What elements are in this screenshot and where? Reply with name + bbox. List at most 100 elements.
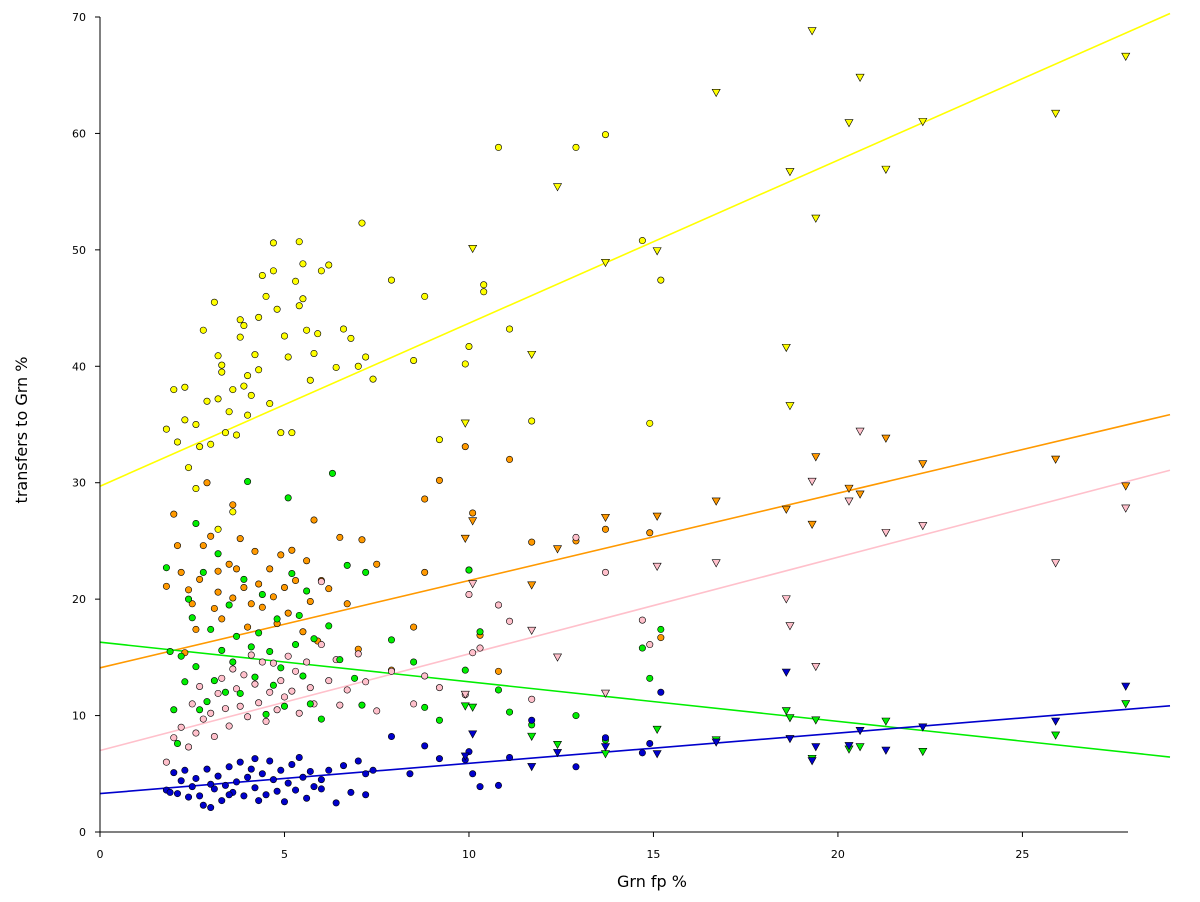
- point-triangle-4: [881, 746, 891, 755]
- point-circle-1: [506, 455, 514, 463]
- point-triangle-0: [652, 247, 662, 256]
- point-circle-1: [358, 536, 366, 544]
- point-circle-1: [255, 580, 263, 588]
- point-circle-2: [362, 678, 370, 686]
- point-circle-4: [192, 774, 200, 782]
- point-circle-4: [203, 765, 211, 773]
- point-circle-3: [188, 614, 196, 622]
- point-circle-0: [325, 261, 333, 269]
- point-triangle-4: [844, 742, 854, 751]
- point-circle-0: [299, 295, 307, 303]
- point-triangle-0: [918, 118, 928, 127]
- point-circle-4: [218, 797, 226, 805]
- point-triangle-2: [468, 580, 478, 589]
- point-triangle-0: [1121, 52, 1131, 62]
- point-circle-4: [177, 777, 185, 785]
- point-triangle-3: [460, 702, 470, 711]
- point-circle-4: [347, 788, 355, 796]
- point-circle-1: [269, 593, 277, 601]
- point-triangle-4: [527, 763, 537, 772]
- point-circle-2: [273, 706, 281, 714]
- point-circle-1: [280, 583, 288, 591]
- regression-line-0: [99, 12, 1171, 487]
- point-triangle-0: [781, 343, 791, 353]
- point-circle-2: [306, 684, 314, 692]
- point-circle-0: [233, 431, 241, 439]
- point-circle-1: [646, 529, 654, 537]
- point-triangle-2: [527, 626, 537, 635]
- point-circle-2: [601, 568, 609, 576]
- point-circle-0: [410, 356, 418, 364]
- point-circle-0: [332, 363, 340, 371]
- point-triangle-0: [811, 214, 821, 223]
- point-circle-3: [218, 646, 226, 654]
- point-circle-3: [273, 615, 281, 623]
- point-circle-0: [314, 330, 322, 338]
- x-tick-label: 15: [646, 848, 660, 861]
- point-circle-0: [306, 376, 314, 384]
- point-circle-2: [258, 658, 266, 666]
- point-circle-2: [188, 700, 196, 708]
- point-circle-1: [303, 557, 311, 565]
- point-triangle-3: [811, 716, 821, 725]
- point-triangle-2: [600, 689, 610, 698]
- point-circle-4: [476, 783, 484, 791]
- point-circle-4: [207, 780, 215, 788]
- point-triangle-4: [1051, 717, 1061, 726]
- point-triangle-2: [553, 653, 563, 662]
- point-circle-4: [295, 753, 303, 761]
- point-circle-4: [299, 773, 307, 781]
- point-circle-2: [317, 578, 325, 586]
- point-circle-0: [214, 525, 222, 533]
- point-triangle-0: [807, 27, 817, 36]
- regression-line-1: [99, 413, 1171, 669]
- point-triangle-1: [811, 453, 821, 462]
- point-triangle-1: [855, 490, 865, 499]
- point-triangle-1: [652, 512, 662, 521]
- point-triangle-4: [918, 723, 928, 732]
- point-circle-1: [244, 623, 252, 631]
- point-circle-2: [387, 667, 395, 675]
- point-circle-2: [292, 667, 300, 675]
- point-triangle-1: [844, 484, 854, 493]
- point-circle-3: [295, 611, 303, 619]
- y-tick-label: 60: [72, 127, 86, 140]
- point-circle-1: [657, 634, 665, 642]
- point-circle-2: [373, 707, 381, 715]
- point-circle-0: [244, 372, 252, 380]
- point-circle-4: [387, 733, 395, 741]
- point-triangle-2: [1051, 559, 1061, 568]
- point-circle-4: [494, 781, 502, 789]
- point-circle-2: [506, 617, 514, 625]
- point-circle-0: [354, 362, 362, 370]
- point-circle-0: [292, 277, 300, 285]
- point-circle-4: [236, 758, 244, 766]
- point-circle-3: [210, 677, 218, 685]
- point-triangle-3: [600, 750, 610, 759]
- point-triangle-4: [785, 735, 795, 744]
- point-circle-2: [336, 701, 344, 709]
- point-circle-3: [358, 701, 366, 709]
- y-tick-label: 50: [72, 244, 86, 257]
- point-circle-1: [236, 535, 244, 543]
- point-circle-3: [251, 673, 259, 681]
- point-circle-3: [280, 702, 288, 710]
- point-circle-4: [188, 783, 196, 791]
- point-triangle-1: [711, 497, 721, 506]
- point-circle-0: [266, 400, 274, 408]
- point-circle-3: [170, 706, 178, 714]
- point-circle-4: [196, 792, 204, 800]
- point-triangle-4: [600, 743, 610, 752]
- point-circle-4: [251, 755, 259, 763]
- point-circle-1: [173, 542, 181, 550]
- point-triangle-4: [781, 668, 791, 677]
- point-circle-4: [469, 770, 477, 778]
- point-circle-2: [572, 533, 580, 541]
- point-circle-4: [528, 716, 536, 724]
- point-circle-1: [170, 510, 178, 518]
- point-circle-4: [181, 766, 189, 774]
- point-circle-1: [601, 525, 609, 533]
- point-circle-0: [258, 271, 266, 279]
- x-axis-title: Grn fp %: [617, 872, 687, 891]
- point-circle-3: [199, 568, 207, 576]
